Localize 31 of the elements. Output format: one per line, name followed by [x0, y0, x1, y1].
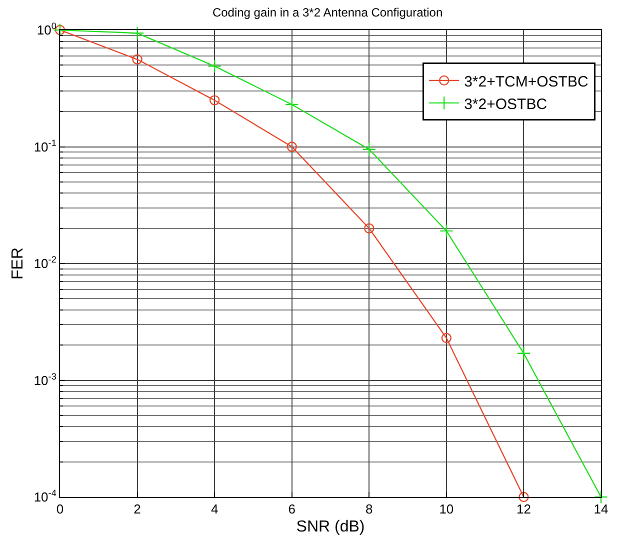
point: [441, 332, 452, 344]
y-tick-label: 10$^{-4}$: [34, 488, 56, 505]
point: [364, 223, 374, 234]
x-tick-label: 8: [366, 502, 373, 517]
x-tick-label: 6: [288, 502, 296, 517]
legend-label: 3*2+OSTBC: [464, 96, 548, 113]
point: [286, 142, 297, 152]
y-axis-title: FER: [10, 248, 27, 280]
point: [284, 98, 299, 112]
y-tick-label: 10$^{-2}$: [34, 254, 56, 272]
point: [209, 95, 220, 106]
point: [130, 26, 144, 40]
point: [208, 59, 222, 74]
legend-label: 3*2+TCM+OSTBC: [464, 73, 588, 90]
y-tick-label: 10$^{-1}$: [34, 138, 56, 154]
x-axis-title: SNR (dB): [296, 518, 365, 536]
x-tick-label: 12: [516, 502, 531, 517]
point: [132, 54, 142, 64]
x-tick-label: 14: [594, 502, 608, 517]
point: [594, 490, 608, 504]
y-tick-label: 10$^{0}$: [36, 21, 56, 38]
x-tick-label: 0: [56, 502, 64, 517]
chart-title: Coding gain in a 3*2 Antenna Configuration: [212, 6, 443, 20]
point: [516, 346, 531, 360]
x-tick-label: 4: [210, 502, 218, 517]
y-tick-label: 10$^{-3}$: [34, 371, 56, 388]
point: [518, 492, 529, 502]
point: [440, 224, 454, 238]
x-tick-label: 10: [439, 502, 454, 517]
x-tick-label: 2: [134, 502, 141, 517]
point: [362, 142, 376, 156]
